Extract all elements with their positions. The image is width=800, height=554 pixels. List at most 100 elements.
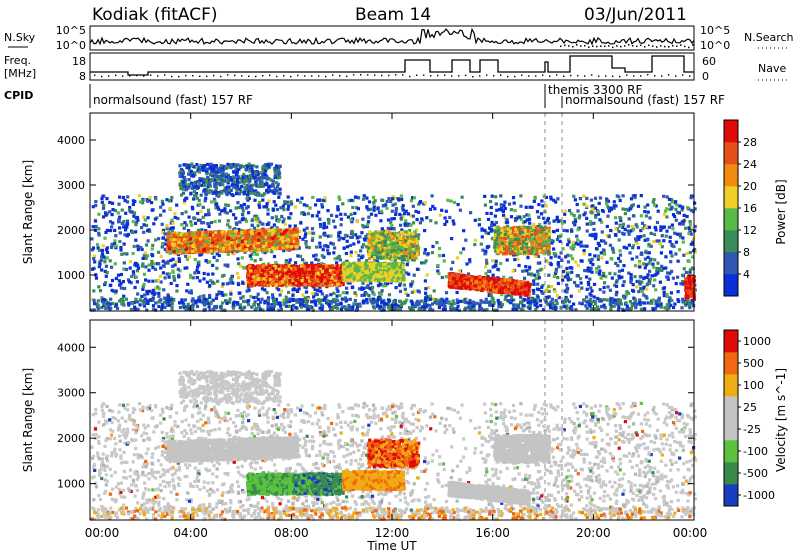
power-pixel — [220, 191, 224, 195]
power-pixel — [181, 171, 185, 175]
power-pixel — [261, 168, 265, 172]
power-pixel — [202, 221, 206, 225]
power-pixel — [606, 285, 610, 289]
power-pixel — [640, 290, 644, 294]
power-pixel — [146, 292, 150, 296]
power-pixel — [486, 217, 491, 221]
power-pixel — [105, 228, 109, 232]
power-pixel — [226, 264, 230, 268]
power-pixel — [457, 269, 461, 273]
power-pixel — [631, 243, 636, 248]
nsky-frame — [89, 25, 695, 51]
nave-dot — [437, 74, 439, 77]
power-pixel — [590, 289, 594, 293]
power-pixel — [369, 281, 373, 285]
power-pixel — [307, 297, 311, 301]
power-pixel — [532, 291, 536, 295]
power-pixel — [563, 212, 567, 216]
power-pixel — [202, 294, 206, 298]
nsearch-dot — [560, 45, 562, 48]
nave-dot — [507, 75, 509, 78]
nsky-label: N.Sky — [4, 31, 36, 44]
power-pixel — [434, 298, 438, 302]
power-pixel — [288, 258, 292, 262]
power-pixel — [525, 218, 529, 222]
power-pixel — [354, 233, 358, 237]
power-pixel — [682, 267, 686, 271]
power-pixel — [287, 261, 291, 265]
power-pixel — [289, 200, 293, 204]
power-pixel — [143, 218, 147, 222]
power-pixel — [629, 229, 633, 233]
power-pixel — [141, 198, 145, 202]
power-pixel — [261, 308, 265, 312]
power-pixel — [152, 222, 156, 226]
power-pixel — [136, 244, 140, 248]
power-pixel — [134, 275, 138, 279]
power-pixel — [582, 252, 586, 256]
power-pixel — [238, 165, 243, 169]
power-pixel — [424, 305, 428, 309]
power-pixel — [139, 245, 143, 250]
power-pixel — [255, 165, 259, 169]
power-pixel — [524, 205, 528, 209]
power-pixel — [385, 199, 389, 204]
power-pixel — [666, 306, 670, 310]
power-pixel — [166, 300, 170, 304]
power-pixel — [120, 208, 124, 212]
power-pixel — [576, 263, 580, 267]
power-pixel — [597, 201, 601, 205]
nave-dot — [556, 74, 558, 76]
power-pixel — [123, 199, 127, 203]
power-pixel — [116, 273, 121, 277]
power-pixel — [461, 247, 466, 251]
power-pixel — [221, 176, 225, 180]
power-pixel — [258, 181, 262, 186]
power-pixel — [197, 270, 201, 274]
power-pixel — [164, 238, 168, 242]
power-pixel — [366, 223, 370, 227]
power-pixel — [499, 305, 503, 309]
power-pixel — [133, 263, 137, 267]
power-pixel — [350, 229, 354, 234]
nsearch-dot — [596, 45, 598, 48]
power-pixel — [168, 303, 172, 307]
power-pixel — [109, 245, 114, 249]
power-pixel — [239, 190, 243, 194]
power-pixel — [263, 251, 267, 255]
power-pixel — [200, 228, 204, 232]
power-pixel — [163, 232, 167, 236]
power-pixel — [265, 202, 269, 206]
power-pixel — [198, 279, 202, 283]
power-pixel — [687, 231, 691, 235]
power-pixel — [354, 293, 359, 297]
power-pixel — [253, 300, 257, 304]
power-pixel — [614, 216, 618, 220]
power-pixel — [688, 268, 692, 272]
power-pixel — [201, 205, 205, 209]
power-pixel — [372, 205, 376, 209]
power-pixel — [567, 237, 571, 242]
power-pixel — [325, 294, 329, 298]
power-pixel — [518, 215, 522, 219]
power-pixel — [208, 295, 212, 299]
power-pixel — [142, 302, 146, 306]
power-pixel — [569, 294, 573, 298]
power-pixel — [236, 302, 240, 306]
power-pixel — [144, 278, 148, 282]
power-pixel — [505, 224, 510, 228]
power-pixel — [196, 203, 200, 207]
power-pixel — [112, 289, 116, 293]
power-pixel — [295, 300, 299, 304]
power-pixel — [180, 236, 185, 240]
power-pixel — [369, 299, 373, 303]
power-pixel — [652, 232, 657, 236]
power-pixel — [249, 164, 253, 168]
power-pixel — [565, 273, 570, 277]
nave-dot — [528, 75, 530, 77]
power-pixel — [337, 302, 341, 307]
nave-dot — [157, 75, 159, 77]
power-pixel — [530, 205, 534, 209]
power-pixel — [624, 207, 628, 212]
power-pixel — [234, 172, 238, 176]
